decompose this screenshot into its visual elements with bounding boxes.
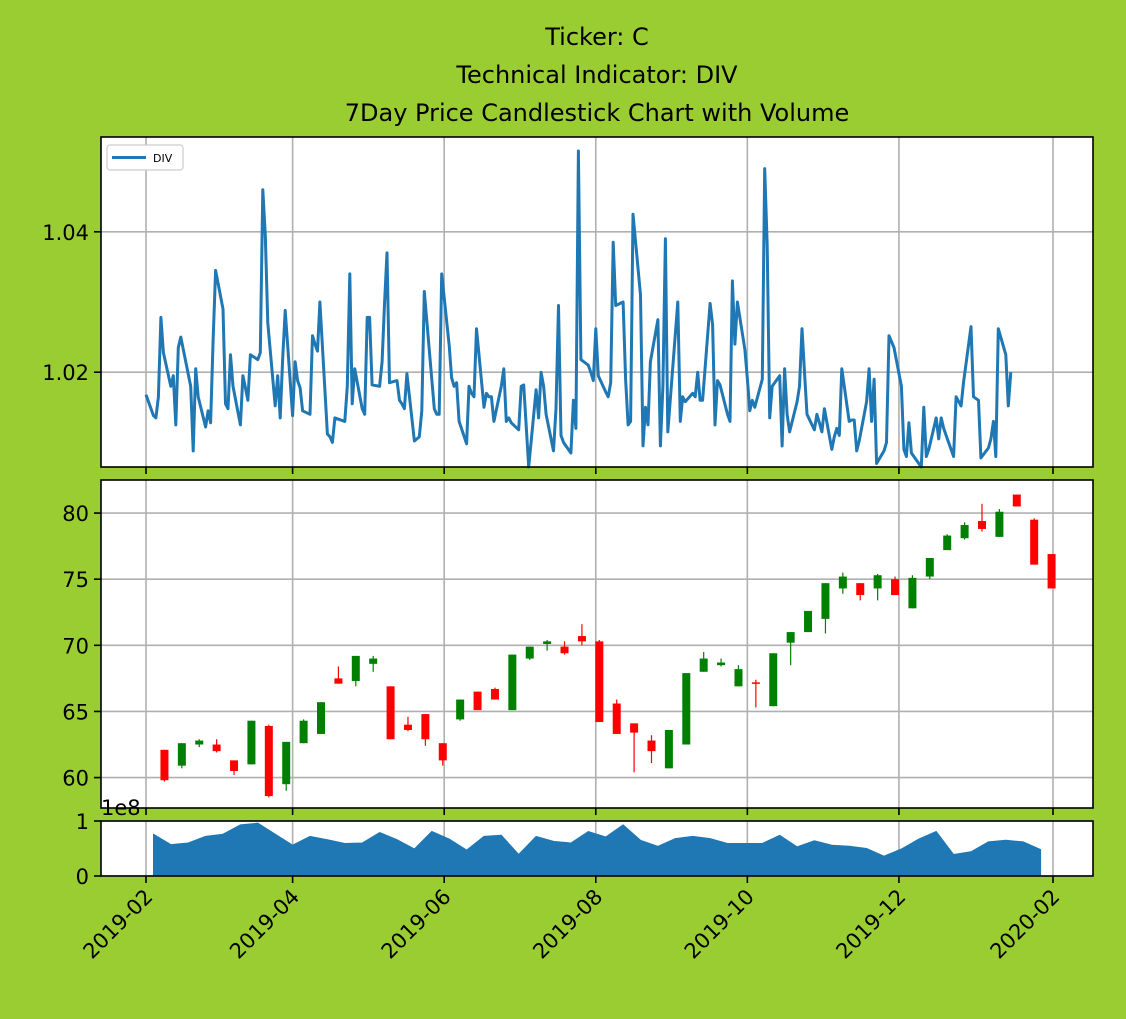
candle-body-down [751,682,760,684]
indicator-y-tick-label: 1.02 [42,361,89,385]
candle-body-up [543,641,552,644]
candle-body-down [1047,554,1056,589]
candle-body-up [351,655,360,682]
x-axis-tick-label: 2019-12 [831,885,910,964]
candle-body-up [838,576,847,589]
candle-body-down [386,686,395,740]
candle-body-down [490,688,499,700]
chart-title-line-3: 7Day Price Candlestick Chart with Volume [345,99,850,127]
candle-body-down [856,583,865,596]
x-axis-tick-label: 2019-02 [79,885,158,964]
candle-body-down [264,726,273,797]
price-y-tick-label: 60 [62,767,89,791]
candle-body-down [212,744,221,752]
candle-body-down [1012,494,1021,507]
candle-body-down [473,691,482,711]
indicator-y-tick-label: 1.04 [42,221,89,245]
candle-body-up [317,702,326,734]
candle-body-down [647,740,656,752]
chart-title-line-1: Ticker: C [544,23,649,51]
candle-body-down [612,703,621,734]
volume-y-tick-label: 0 [76,865,89,889]
volume-area [153,822,1042,877]
candle-body-up [456,699,465,720]
candle-body-up [369,658,378,664]
candle-body-up [717,662,726,666]
candle-body-up [943,535,952,551]
candle-body-up [177,743,186,766]
candle-body-down [577,636,586,642]
candle-body-down [560,646,569,654]
candle-body-down [334,678,343,684]
x-axis-tick-label: 2019-06 [377,885,456,964]
candle-body-up [247,720,256,765]
price-y-tick-label: 65 [62,700,89,724]
price-y-tick-label: 70 [62,634,89,658]
candle-body-up [769,653,778,707]
x-axis-tick-label: 2019-10 [680,885,759,964]
indicator-panel-frame [100,136,1094,468]
candle-body-down [977,521,986,529]
price-y-tick-label: 80 [62,502,89,526]
candle-body-down [438,743,447,761]
candle-body-down [595,641,604,723]
candle-body-down [630,723,639,733]
div-series-line [144,149,1013,469]
candle-body-down [1030,519,1039,565]
candle-body-down [403,724,412,730]
chart-title-line-2: Technical Indicator: DIV [455,61,738,89]
candle-body-up [734,669,743,687]
candle-body-down [160,749,169,781]
indicator-legend-label: DIV [153,152,173,165]
candle-body-up [804,610,813,633]
volume-axis-offset-label: 1e8 [101,796,141,820]
candle-body-up [995,511,1004,537]
candle-body-up [508,654,517,711]
x-axis-tick-label: 2019-08 [528,885,607,964]
candle-body-down [230,760,239,771]
candle-body-up [925,558,934,577]
candle-body-up [682,673,691,745]
price-panel-frame [100,479,1094,809]
candle-body-up [195,740,204,745]
volume-y-tick-label: 1 [76,810,89,834]
candle-body-up [908,577,917,609]
candle-body-up [960,524,969,539]
candle-body-up [299,720,308,744]
candle-body-up [525,646,534,659]
x-axis-tick-label: 2020-02 [986,885,1065,964]
candle-body-up [664,729,673,769]
candle-body-down [891,579,900,596]
price-y-tick-label: 75 [62,568,89,592]
candle-body-down [421,714,430,740]
indicator-panel-background [101,137,1093,467]
candle-body-up [786,632,795,643]
candle-body-up [821,583,830,619]
candle-body-up [699,658,708,672]
volume-panel-frame [100,820,1094,877]
candle-body-up [873,575,882,589]
candle-body-up [282,741,291,785]
x-axis-tick-label: 2019-04 [225,885,304,964]
